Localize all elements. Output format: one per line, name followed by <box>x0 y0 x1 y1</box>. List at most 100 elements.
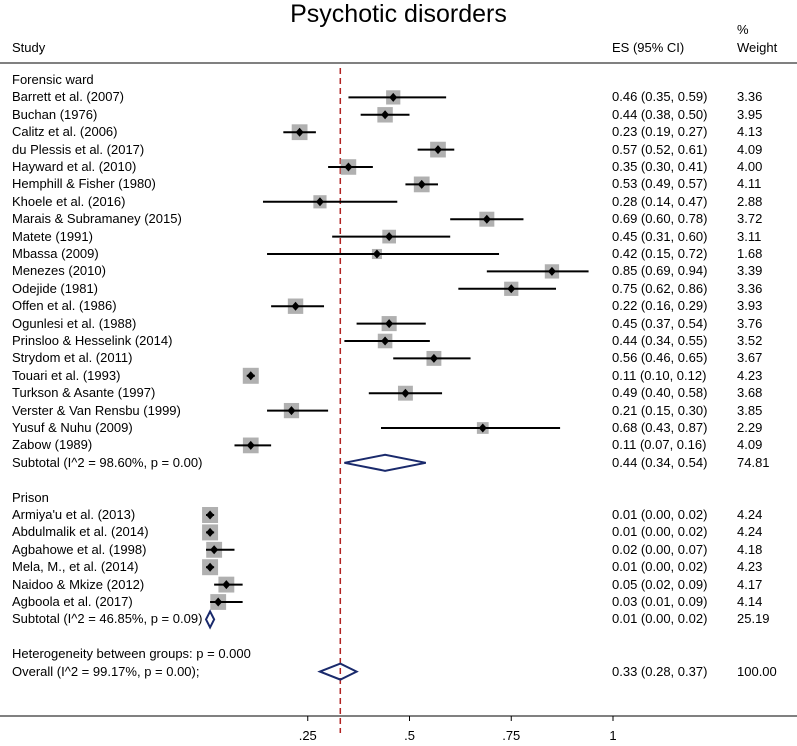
study-name: Menezes (2010) <box>12 263 106 279</box>
study-name: Naidoo & Mkize (2012) <box>12 576 145 592</box>
point-estimate <box>381 336 390 346</box>
study-weight: 3.95 <box>737 106 763 122</box>
effect-size-ci: 0.01 (0.00, 0.02) <box>612 507 708 522</box>
study-weight: 3.36 <box>737 280 763 296</box>
point-estimate <box>478 423 487 433</box>
point-estimate <box>210 545 219 555</box>
group-label: Forensic ward <box>12 72 94 87</box>
effect-size-ci: 0.28 (0.14, 0.47) <box>612 193 708 209</box>
point-estimate <box>389 92 398 102</box>
x-tick-label: 1 <box>609 728 616 743</box>
study-name: Prinsloo & Hesselink (2014) <box>12 333 173 348</box>
study-name: Calitz et al. (2006) <box>12 124 118 140</box>
point-estimate <box>372 249 381 259</box>
point-estimate <box>429 353 438 363</box>
heterogeneity-note: Heterogeneity between groups: p = 0.000 <box>12 646 251 662</box>
point-estimate <box>214 597 223 607</box>
effect-size-ci: 0.85 (0.69, 0.94) <box>612 263 708 279</box>
subtotal-label: Subtotal (I^2 = 46.85%, p = 0.09) <box>12 611 203 627</box>
study-weight: 4.24 <box>737 507 763 522</box>
effect-size-ci: 0.44 (0.34, 0.55) <box>612 333 708 348</box>
effect-size-ci: 0.01 (0.00, 0.02) <box>612 524 708 540</box>
effect-size-ci: 0.21 (0.15, 0.30) <box>612 402 708 418</box>
study-weight: 3.11 <box>737 228 762 244</box>
study-weight: 3.72 <box>737 211 763 227</box>
effect-size-ci: 0.05 (0.02, 0.09) <box>612 576 708 592</box>
point-estimate <box>385 232 394 242</box>
subtotal-diamond <box>344 453 426 472</box>
study-weight: 3.76 <box>737 315 763 331</box>
point-estimate <box>287 406 296 416</box>
study-name: Zabow (1989) <box>12 437 93 453</box>
effect-size-ci: 0.01 (0.00, 0.02) <box>612 559 708 575</box>
study-weight: 4.23 <box>737 559 763 575</box>
study-weight: 3.39 <box>737 263 763 279</box>
study-name: Mbassa (2009) <box>12 246 99 261</box>
study-weight: 4.17 <box>737 576 763 592</box>
study-column-header: Study <box>12 40 46 55</box>
study-name: Khoele et al. (2016) <box>12 193 126 209</box>
point-estimate <box>433 145 442 155</box>
point-estimate <box>206 527 215 537</box>
point-estimate <box>206 510 215 520</box>
effect-size-ci: 0.35 (0.30, 0.41) <box>612 159 708 174</box>
effect-size-ci: 0.45 (0.31, 0.60) <box>612 228 708 244</box>
effect-size-ci: 0.69 (0.60, 0.78) <box>612 211 708 227</box>
point-estimate <box>291 301 300 311</box>
point-estimate <box>246 440 255 450</box>
study-weight: 3.68 <box>737 385 763 401</box>
effect-size-ci: 0.11 (0.07, 0.16) <box>612 437 707 453</box>
effect-size-ci: 0.68 (0.43, 0.87) <box>612 420 708 435</box>
study-weight: 4.18 <box>737 541 763 557</box>
study-weight: 3.67 <box>737 350 763 366</box>
study-name: Abdulmalik et al. (2014) <box>12 524 149 540</box>
subtotal-weight: 25.19 <box>737 611 770 627</box>
study-name: Mela, M., et al. (2014) <box>12 559 139 575</box>
effect-size-ci: 0.22 (0.16, 0.29) <box>612 298 708 314</box>
point-estimate <box>482 214 491 224</box>
subtotal-label: Subtotal (I^2 = 98.60%, p = 0.00) <box>12 454 203 470</box>
effect-size-ci: 0.45 (0.37, 0.54) <box>612 315 708 331</box>
study-name: Agbahowe et al. (1998) <box>12 541 147 557</box>
study-weight: 4.23 <box>737 367 763 383</box>
subtotal-weight: 74.81 <box>737 454 770 470</box>
study-name: Yusuf & Nuhu (2009) <box>12 420 133 435</box>
point-estimate <box>222 580 231 590</box>
study-weight: 3.85 <box>737 402 763 418</box>
study-name: Offen et al. (1986) <box>12 298 117 314</box>
effect-size-ci: 0.42 (0.15, 0.72) <box>612 246 708 261</box>
effect-size-ci: 0.44 (0.38, 0.50) <box>612 106 708 122</box>
study-weight: 3.52 <box>737 333 763 348</box>
point-estimate <box>381 110 390 120</box>
point-estimate <box>401 388 410 398</box>
point-estimate <box>344 162 353 172</box>
point-estimate <box>507 284 516 294</box>
weight-column-header: Weight <box>737 40 778 55</box>
study-weight: 3.36 <box>737 89 763 105</box>
x-tick-label: .75 <box>502 728 520 743</box>
weight-percent-header: % <box>737 22 749 37</box>
overall-weight: 100.00 <box>737 663 777 679</box>
study-name: Turkson & Asante (1997) <box>12 385 156 401</box>
study-name: Hemphill & Fisher (1980) <box>12 176 156 192</box>
point-estimate <box>315 197 324 207</box>
study-name: Ogunlesi et al. (1988) <box>12 315 137 331</box>
group-label: Prison <box>12 489 49 505</box>
x-tick-label: .25 <box>299 728 317 743</box>
study-name: Odejide (1981) <box>12 280 98 296</box>
study-name: Hayward et al. (2010) <box>12 159 137 174</box>
point-estimate <box>295 127 304 137</box>
effect-size-ci: 0.02 (0.00, 0.07) <box>612 541 708 557</box>
subtotal-ci: 0.44 (0.34, 0.54) <box>612 454 708 470</box>
study-weight: 4.09 <box>737 141 763 157</box>
overall-diamond <box>317 662 359 681</box>
study-name: Strydom et al. (2011) <box>12 350 133 366</box>
effect-size-ci: 0.03 (0.01, 0.09) <box>612 594 708 609</box>
study-weight: 4.14 <box>737 594 763 609</box>
study-name: Barrett et al. (2007) <box>12 89 124 105</box>
overall-label: Overall (I^2 = 99.17%, p = 0.00); <box>12 663 200 679</box>
chart-title: Psychotic disorders <box>290 0 507 28</box>
point-estimate <box>417 179 426 189</box>
study-weight: 2.88 <box>737 193 763 209</box>
